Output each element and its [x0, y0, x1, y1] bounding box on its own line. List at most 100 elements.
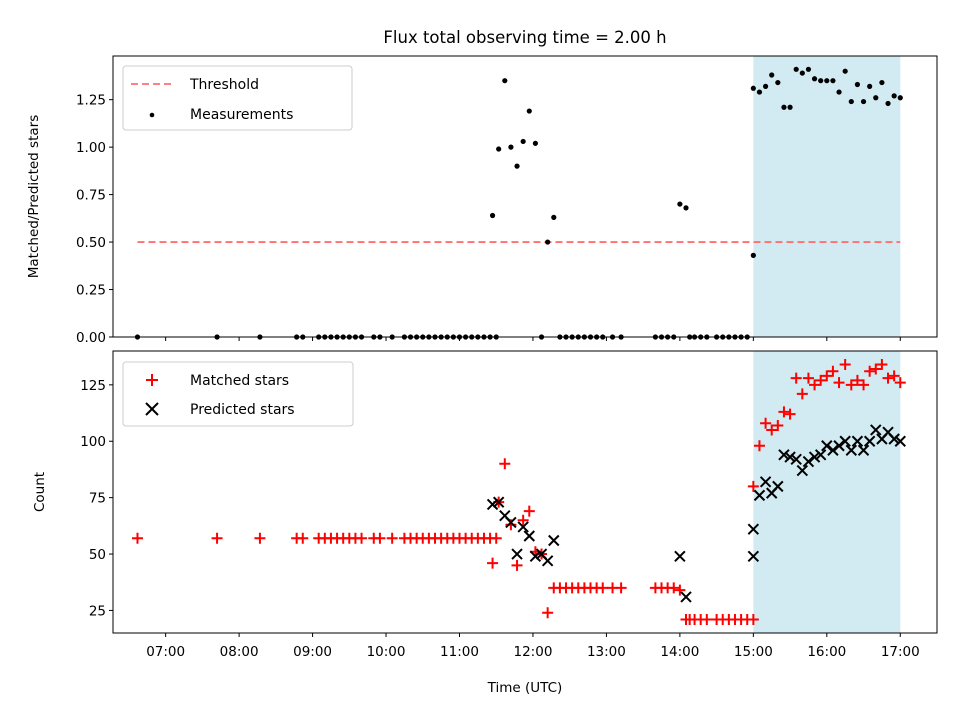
measurement-point: [750, 85, 756, 91]
measurement-point: [848, 98, 854, 105]
matched-star-point: [386, 532, 398, 544]
measurement-point: [532, 140, 539, 146]
measurement-point: [750, 252, 756, 258]
matched-star-point: [802, 372, 814, 384]
matched-star-point: [809, 379, 821, 391]
predicted-star-point: [778, 449, 790, 461]
matched-star-point: [778, 406, 790, 418]
measurement-point: [873, 95, 879, 101]
matched-star-point: [131, 532, 143, 544]
measurement-point: [756, 89, 763, 95]
y-tick-label: 0.00: [76, 330, 106, 346]
matched-star-point: [888, 370, 900, 382]
measurement-point: [879, 79, 885, 86]
measurement-point: [545, 239, 551, 245]
measurement-point: [683, 205, 689, 211]
x-tick-label: 10:00: [367, 644, 406, 660]
bottom-y-ticks: 25 50 75 100 125: [80, 378, 113, 619]
predicted-star-point: [492, 496, 505, 508]
y-tick-label: 100: [80, 434, 106, 450]
measurement-point: [508, 144, 514, 150]
x-tick-label: 14:00: [660, 644, 699, 660]
matched-star-point: [523, 505, 535, 517]
measurement-point: [799, 70, 805, 76]
top-x-ticks: [165, 337, 901, 341]
measurement-point: [496, 146, 502, 152]
legend-predicted-label: Predicted stars: [190, 402, 295, 418]
predicted-star-point: [814, 449, 827, 461]
top-shaded-region: [753, 56, 901, 337]
measurement-point: [885, 100, 891, 107]
x-tick-label: 11:00: [440, 644, 479, 660]
measurement-point: [520, 138, 526, 145]
measurement-point: [787, 104, 793, 110]
predicted-star-point: [863, 435, 876, 447]
y-tick-label: 75: [89, 491, 106, 507]
matched-star-point: [894, 377, 906, 389]
y-tick-label: 25: [89, 603, 106, 619]
x-tick-label: 12:00: [514, 644, 553, 660]
predicted-star-point: [821, 440, 833, 452]
predicted-star-point: [808, 451, 821, 463]
matched-star-point: [766, 424, 778, 436]
predicted-star-point: [888, 433, 900, 445]
measurement-point: [489, 212, 496, 219]
y-tick-label: 1.00: [76, 140, 106, 156]
bottom-axes-frame: [112, 350, 938, 634]
predicted-star-point: [784, 451, 796, 463]
top-legend: Threshold Measurements: [122, 65, 353, 131]
measurement-point: [775, 79, 781, 86]
x-tick-label: 09:00: [293, 644, 332, 660]
bottom-legend-box: [122, 361, 354, 427]
x-tick-label: 13:00: [587, 644, 626, 660]
predicted-star-point: [486, 498, 499, 511]
x-tick-label: 07:00: [146, 644, 185, 660]
matched-star-point: [674, 584, 686, 596]
predicted-star-point: [833, 440, 845, 452]
measurement-point: [836, 89, 842, 95]
matched-star-point: [747, 613, 759, 625]
measurement-point: [854, 81, 861, 88]
predicted-star-point: [511, 548, 523, 560]
matched-star-point: [760, 417, 772, 429]
measurement-point: [502, 78, 508, 84]
matched-star-point: [499, 458, 511, 470]
predicted-star-point: [680, 591, 692, 603]
predicted-star-point: [870, 424, 882, 436]
predicted-star-point: [541, 555, 554, 567]
matched-star-point: [864, 365, 876, 377]
measurement-point: [526, 108, 532, 114]
predicted-star-point: [827, 444, 839, 456]
legend-matched-swatch: [146, 374, 158, 386]
measurement-point: [793, 66, 799, 72]
measurement-point: [842, 68, 848, 74]
measurement-point: [781, 104, 787, 110]
matched-star-point: [839, 359, 851, 371]
chart-title: Flux total observing time = 2.00 h: [383, 28, 666, 47]
bottom-x-ticks: 07:00 08:00 09:00 10:00 11:00 12:00 13:00 14:00…: [146, 633, 920, 660]
y-tick-label: 1.25: [76, 93, 106, 109]
top-panel: 0.00 0.25 0.50 0.75 1.00 1.25 Matched/Predict…: [26, 55, 938, 346]
matched-star-point: [505, 519, 517, 531]
measurement-point: [867, 83, 873, 89]
predicted-star-point: [753, 489, 766, 502]
matched-star-point: [796, 388, 808, 400]
matched-star-point: [517, 514, 529, 526]
matched-star-point: [772, 419, 784, 431]
predicted-star-point: [894, 435, 906, 447]
matched-star-point: [876, 359, 888, 371]
measurement-point: [514, 163, 520, 169]
matched-star-point: [858, 379, 870, 391]
predicted-star-point: [759, 476, 772, 488]
predicted-star-point: [772, 480, 784, 493]
measurement-point: [551, 214, 557, 220]
legend-measurements-swatch: [149, 112, 155, 118]
predicted-star-point: [674, 550, 686, 563]
matched-star-point: [747, 480, 759, 492]
legend-threshold-label: Threshold: [189, 77, 259, 93]
predicted-star-point: [802, 455, 815, 468]
matched-star-point: [821, 370, 833, 382]
x-tick-label: 17:00: [881, 644, 920, 660]
matched-star-point: [833, 377, 845, 389]
